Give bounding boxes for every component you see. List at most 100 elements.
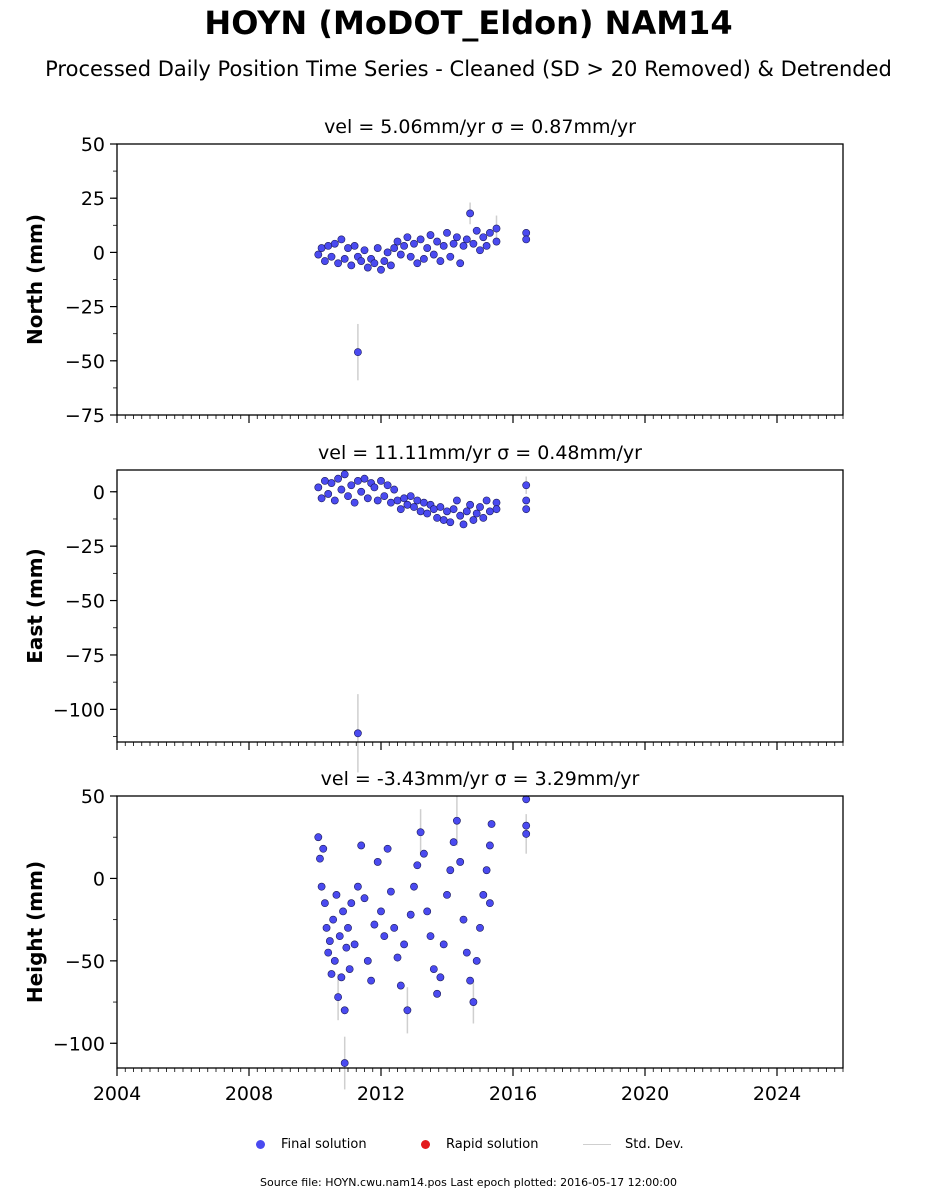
data-point (396, 250, 405, 259)
data-point (322, 923, 331, 932)
data-point (377, 476, 385, 485)
legend-std-label: Std. Dev. (625, 1137, 684, 1152)
data-point (456, 858, 465, 866)
data-point (410, 239, 418, 248)
data-point (344, 492, 352, 501)
y-tick-label: 25 (81, 188, 105, 210)
x-tick-label: 2024 (753, 1083, 801, 1105)
data-point (485, 899, 494, 908)
data-point (337, 235, 346, 244)
data-point (334, 259, 342, 268)
data-point (472, 226, 481, 235)
data-point (452, 816, 461, 825)
data-point (324, 241, 333, 250)
data-point (327, 970, 336, 978)
data-point (357, 257, 366, 265)
x-tick-label: 2012 (357, 1083, 405, 1105)
data-point (325, 937, 334, 945)
y-tick-label: 0 (93, 242, 105, 264)
data-point (350, 498, 359, 507)
data-point (357, 841, 366, 850)
data-point (452, 496, 461, 505)
data-point (386, 887, 395, 896)
data-point (449, 505, 458, 514)
data-point (456, 511, 465, 520)
data-point (472, 509, 481, 518)
data-point (342, 943, 351, 952)
panel-title: vel = 5.06mm/yr σ = 0.87mm/yr (324, 116, 636, 138)
data-point (320, 257, 329, 265)
data-point (332, 891, 341, 899)
data-point (377, 907, 385, 916)
data-point (469, 998, 478, 1006)
data-point (419, 849, 428, 858)
data-point (400, 494, 408, 503)
legend-std: Std. Dev. (583, 1137, 684, 1152)
data-point (429, 965, 438, 973)
y-tick-label: 0 (93, 868, 105, 890)
data-point (416, 235, 425, 244)
data-point (373, 858, 382, 866)
data-point (406, 252, 415, 261)
data-point (476, 503, 484, 511)
data-point (449, 838, 458, 847)
data-point (350, 940, 359, 949)
data-point (436, 973, 445, 982)
data-point (360, 894, 369, 903)
data-point (337, 485, 346, 494)
data-point (357, 487, 366, 496)
data-point (390, 923, 399, 932)
data-point (429, 505, 438, 514)
data-point (400, 940, 408, 949)
data-point (459, 241, 468, 250)
data-point (383, 248, 392, 257)
data-point (466, 500, 474, 509)
data-point (426, 932, 435, 941)
data-point (449, 239, 458, 248)
y-axis-label: North (mm) (23, 214, 47, 345)
data-point (340, 1059, 349, 1067)
std-dev-line-icon (583, 1144, 611, 1145)
data-point (522, 228, 531, 237)
data-point (363, 494, 372, 503)
data-point (472, 956, 481, 965)
data-point (446, 518, 455, 527)
data-point (345, 965, 354, 973)
panel-1: vel = 5.06mm/yr σ = 0.87mm/yr North (mm) 5… (23, 116, 844, 427)
panel-2: vel = 11.11mm/yr σ = 0.48mm/yr East (mm) 0… (23, 442, 844, 773)
data-point (373, 496, 382, 505)
data-point (479, 891, 488, 899)
data-point (347, 481, 356, 490)
data-point (476, 246, 484, 255)
data-point (413, 861, 422, 870)
data-point (439, 940, 448, 949)
data-point (390, 244, 399, 252)
data-point (522, 481, 531, 490)
data-point (390, 485, 399, 494)
data-point (353, 882, 362, 891)
y-tick-label: −100 (53, 1033, 105, 1055)
data-point (406, 910, 415, 919)
y-tick-label: 50 (81, 786, 105, 808)
data-point (370, 920, 379, 929)
data-point (370, 483, 379, 492)
data-point (485, 507, 494, 516)
data-point (522, 821, 531, 830)
data-point (487, 820, 496, 828)
data-point (314, 483, 323, 492)
data-point (360, 246, 369, 255)
data-point (462, 507, 471, 516)
data-point (492, 505, 501, 514)
y-tick-label: −50 (65, 951, 105, 973)
data-point (423, 509, 432, 518)
data-point (466, 209, 474, 218)
data-point (522, 496, 531, 505)
data-point (462, 948, 471, 957)
data-point (522, 830, 531, 838)
data-point (443, 507, 451, 516)
y-axis-label: Height (mm) (23, 861, 47, 1003)
data-point (335, 932, 344, 941)
data-point (403, 500, 412, 509)
data-point (334, 474, 342, 483)
data-point (320, 476, 329, 485)
